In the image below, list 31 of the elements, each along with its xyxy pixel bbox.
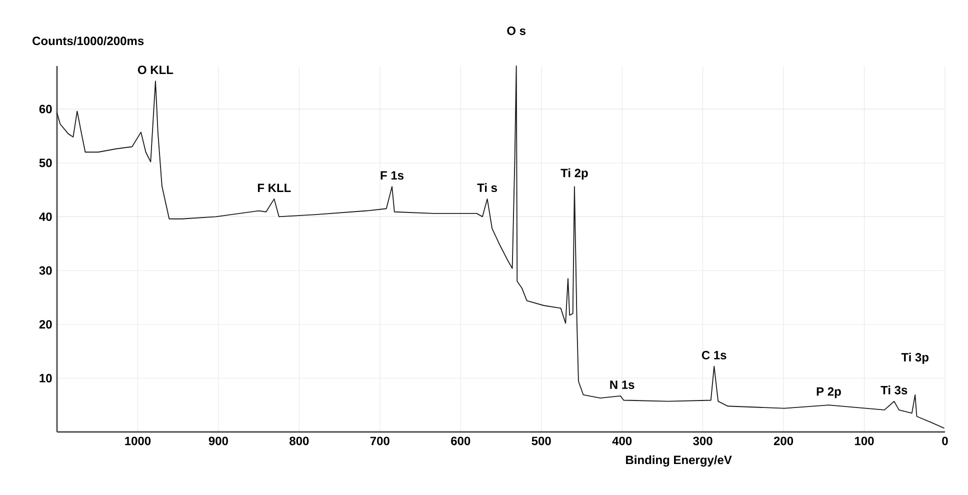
annotation: F KLL [258,184,291,192]
x-tick-label: 900 [208,436,228,446]
x-tick-label: 600 [451,436,470,446]
x-tick-label: 200 [774,436,794,446]
annotation: F 1s [380,171,404,180]
x-tick-label: 100 [855,436,874,446]
annotation: O KLL [138,66,174,74]
x-tick-label: 500 [532,436,551,446]
annotation: Ti 2p [560,168,588,180]
y-tick-label: 60 [39,104,52,114]
y-tick-label: 50 [39,158,52,168]
x-tick-label: 1000 [125,436,151,446]
y-tick-label: 40 [39,212,52,221]
y-axis-title: Counts/1000/200ms [32,36,144,46]
x-tick-label: 400 [612,436,632,446]
annotation: N 1s [610,380,634,389]
x-tick-label: 0 [942,436,948,446]
x-tick-label: 800 [290,436,309,446]
annotation: C 1s [702,350,726,360]
annotation: P 2p [816,387,841,398]
y-tick-label: 30 [39,266,52,275]
x-tick-label: 300 [693,436,712,446]
x-tick-label: 700 [370,436,390,446]
line-series [56,66,945,429]
y-tick-label: 10 [40,374,52,382]
annotation: Ti 3p [901,352,929,364]
x-axis-title: Binding Energy/eV [626,455,732,467]
annotation: Ti s [477,183,498,192]
annotation: Ti 3s [880,386,908,394]
annotation: O s [507,26,526,36]
y-tick-label: 20 [39,320,52,329]
